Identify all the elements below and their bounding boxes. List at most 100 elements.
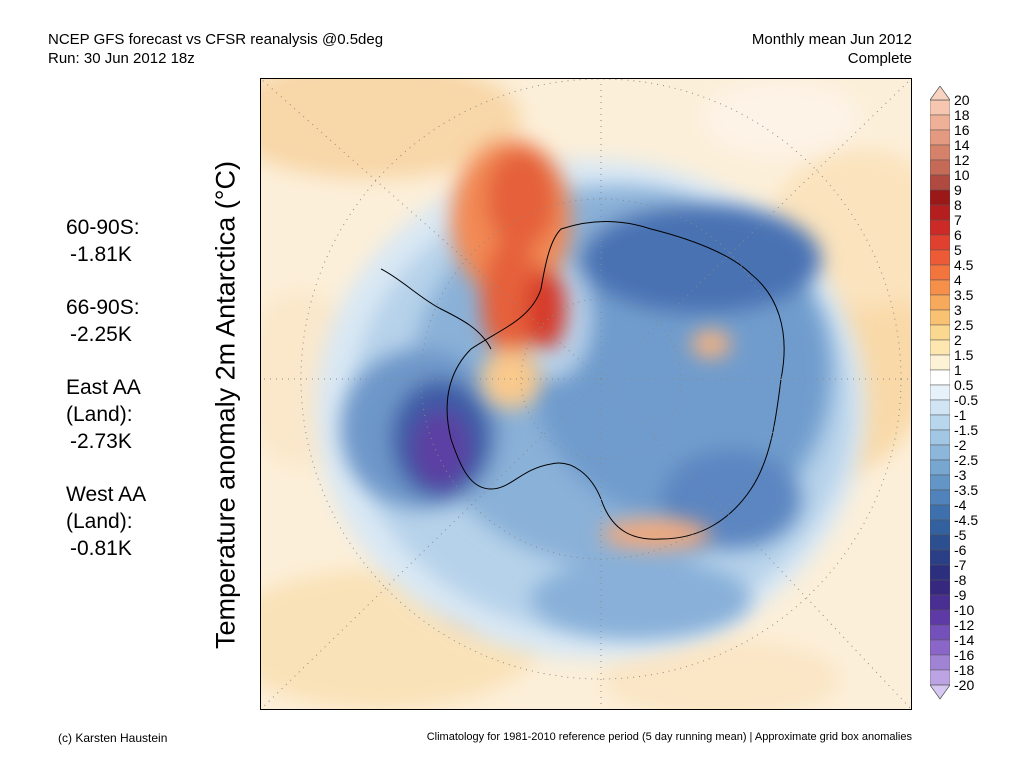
colorbar-swatch [930, 429, 950, 446]
colorbar-tick-label: 4 [954, 272, 962, 288]
stat-east-aa: East AA (Land): -2.73K [66, 374, 146, 455]
colorbar-tick-label: 5 [954, 242, 962, 258]
colorbar-swatch [930, 549, 950, 566]
colorbar-tick-label: 6 [954, 227, 962, 243]
colorbar-tick-label: 3.5 [954, 287, 974, 303]
colorbar-tick-label: -14 [954, 632, 975, 648]
colorbar-tick-label: 2 [954, 332, 962, 348]
period-status: Complete [847, 50, 912, 67]
colorbar-tick-label: 9 [954, 182, 962, 198]
colorbar-swatch [930, 144, 950, 161]
colorbar-swatch [930, 624, 950, 641]
colorbar-swatch [930, 339, 950, 356]
colorbar-swatch [930, 174, 950, 191]
colorbar-tick-label: 1.5 [954, 347, 974, 363]
stat-label: West AA (Land): [66, 483, 147, 533]
colorbar-tick-label: -4.5 [954, 512, 979, 528]
colorbar-tick-label: -2 [954, 437, 967, 453]
colorbar-tick-label: -8 [954, 572, 967, 588]
colorbar-tick-label: -18 [954, 662, 975, 678]
warm-tongue [451, 139, 731, 549]
anomaly-stats: 60-90S: -1.81K 66-90S: -2.25K East AA (L… [66, 214, 146, 588]
colorbar-tick-label: -6 [954, 542, 967, 558]
colorbar-swatch [930, 99, 950, 116]
colorbar-swatch [930, 204, 950, 221]
colorbar-swatch [930, 639, 950, 656]
colorbar-swatch [930, 474, 950, 491]
colorbar-swatch [930, 459, 950, 476]
colorbar-tick-label: -0.5 [954, 392, 979, 408]
stat-value: -0.81K [70, 537, 132, 560]
stat-60-90s: 60-90S: -1.81K [66, 214, 146, 268]
colorbar-tick-label: 7 [954, 212, 962, 228]
colorbar-tick-label: 3 [954, 302, 962, 318]
colorbar-swatch [930, 189, 950, 206]
colorbar-swatch [930, 114, 950, 131]
colorbar-tick-label: -12 [954, 617, 975, 633]
graticule [261, 79, 911, 709]
colorbar-tick-label: 20 [954, 92, 970, 108]
colorbar-swatch [930, 309, 950, 326]
colorbar-swatch [930, 519, 950, 536]
title-block: NCEP GFS forecast vs CFSR reanalysis @0.… [48, 30, 383, 68]
stat-value: -2.73K [70, 430, 132, 453]
colorbar-swatch [930, 384, 950, 401]
colorbar-swatch [930, 354, 950, 371]
antarctica-coastline [446, 221, 785, 540]
colorbar-swatch [930, 609, 950, 626]
colorbar-swatch [930, 579, 950, 596]
colorbar-tick-label: -1.5 [954, 422, 979, 438]
colorbar-swatch [930, 444, 950, 461]
colorbar-tick-label: 8 [954, 197, 962, 213]
colorbar-tick-label: -7 [954, 557, 967, 573]
period-title: Monthly mean Jun 2012 [751, 31, 912, 48]
colorbar-swatch [930, 594, 950, 611]
colorbar-top-arrow [930, 86, 950, 101]
colorbar-tick-label: -5 [954, 527, 967, 543]
colorbar-swatch [930, 249, 950, 266]
stat-66-90s: 66-90S: -2.25K [66, 294, 146, 348]
colorbar-swatch [930, 399, 950, 416]
colorbar-tick-label: 12 [954, 152, 970, 168]
stat-label: 66-90S: [66, 296, 140, 319]
colorbar-tick-label: -2.5 [954, 452, 979, 468]
colorbar-tick-label: 4.5 [954, 257, 974, 273]
footnote-text: Climatology for 1981-2010 reference peri… [426, 731, 912, 743]
colorbar-swatch [930, 669, 950, 686]
colorbar-bottom-arrow [930, 684, 950, 700]
colorbar [930, 86, 950, 700]
colorbar-swatches [930, 99, 950, 686]
polar-map [260, 78, 912, 710]
map-title: Temperature anomaly 2m Antarctica (°C) [210, 161, 241, 649]
colorbar-swatch [930, 369, 950, 386]
period-block: Monthly mean Jun 2012 Complete [752, 30, 912, 68]
colorbar-swatch [930, 294, 950, 311]
stat-west-aa: West AA (Land): -0.81K [66, 481, 146, 562]
run-time: Run: 30 Jun 2012 18z [48, 50, 195, 67]
colorbar-tick-label: -16 [954, 647, 975, 663]
peninsula-coastline [380, 268, 492, 350]
colorbar-swatch [930, 279, 950, 296]
colorbar-tick-label: 2.5 [954, 317, 974, 333]
colorbar-tick-label: -3.5 [954, 482, 979, 498]
colorbar-swatch [930, 129, 950, 146]
stat-label: 60-90S: [66, 216, 140, 239]
colorbar-tick-label: 14 [954, 137, 970, 153]
colorbar-tick-label: 10 [954, 167, 970, 183]
colorbar-tick-label: -10 [954, 602, 975, 618]
colorbar-tick-label: -3 [954, 467, 967, 483]
colorbar-tick-label: 18 [954, 107, 970, 123]
colorbar-swatch [930, 324, 950, 341]
colorbar-tick-label: -9 [954, 587, 967, 603]
colorbar-swatch [930, 264, 950, 281]
colorbar-tick-label: 1 [954, 362, 962, 378]
colorbar-tick-label: 16 [954, 122, 970, 138]
colorbar-tick-label: -4 [954, 497, 967, 513]
colorbar-swatch [930, 534, 950, 551]
anomaly-field [261, 79, 911, 709]
credit-text: (c) Karsten Haustein [58, 731, 168, 745]
colorbar-swatch [930, 504, 950, 521]
stat-value: -2.25K [70, 323, 132, 346]
colorbar-swatch [930, 654, 950, 671]
stat-label: East AA (Land): [66, 376, 141, 426]
